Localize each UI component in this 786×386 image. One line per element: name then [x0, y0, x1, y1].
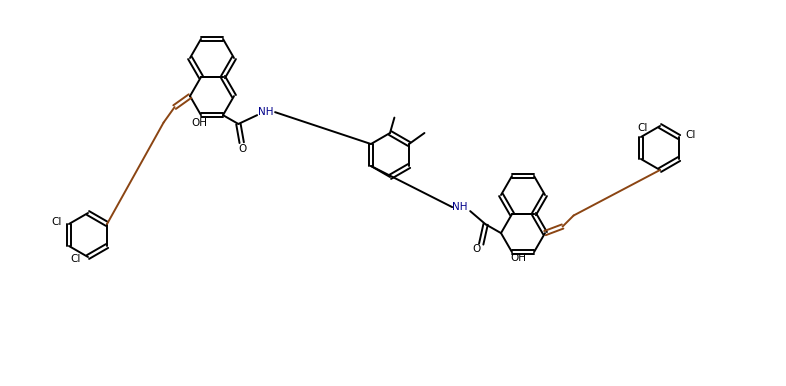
Text: OH: OH [510, 253, 526, 263]
Text: NH: NH [259, 107, 274, 117]
Text: Cl: Cl [686, 130, 696, 140]
Text: Cl: Cl [637, 123, 648, 133]
Text: O: O [472, 244, 480, 254]
Text: OH: OH [191, 118, 207, 128]
Text: NH: NH [453, 202, 468, 212]
Text: Cl: Cl [71, 254, 81, 264]
Text: Cl: Cl [52, 217, 62, 227]
Text: O: O [239, 144, 247, 154]
